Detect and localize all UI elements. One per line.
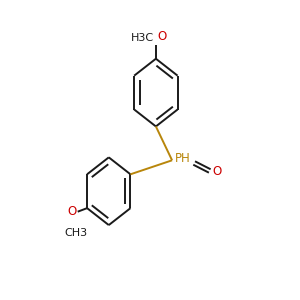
Text: CH3: CH3: [64, 228, 88, 238]
Text: O: O: [67, 205, 76, 218]
Text: H3C: H3C: [131, 32, 154, 43]
Text: O: O: [212, 165, 222, 178]
Text: O: O: [158, 30, 166, 43]
Text: PH: PH: [174, 152, 190, 165]
